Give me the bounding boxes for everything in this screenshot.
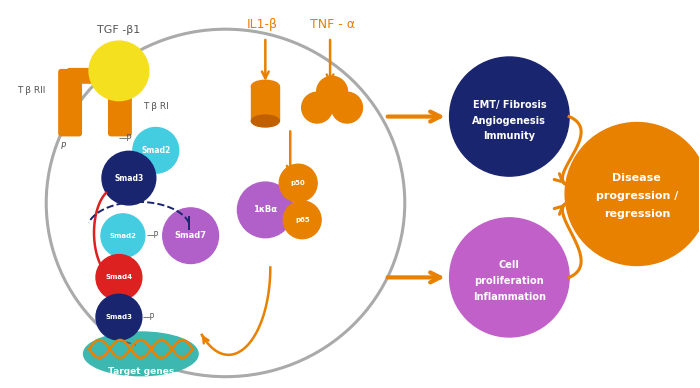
- Text: P: P: [61, 142, 66, 151]
- Text: T β RI: T β RI: [143, 102, 169, 111]
- Text: Target genes: Target genes: [108, 367, 174, 376]
- Text: Angiogenesis: Angiogenesis: [473, 116, 546, 126]
- Text: Smad3: Smad3: [106, 314, 132, 320]
- Text: Smad2: Smad2: [141, 146, 170, 155]
- Text: p50: p50: [290, 180, 306, 186]
- Text: proliferation: proliferation: [475, 276, 544, 286]
- Bar: [251, 86, 279, 121]
- FancyBboxPatch shape: [108, 69, 132, 137]
- Text: p65: p65: [295, 217, 309, 223]
- Text: TNF - α: TNF - α: [309, 18, 355, 31]
- Circle shape: [89, 41, 149, 100]
- Ellipse shape: [251, 80, 279, 92]
- Text: Smad2: Smad2: [109, 233, 136, 239]
- Circle shape: [96, 255, 142, 300]
- Text: 1κBα: 1κBα: [253, 205, 277, 215]
- Text: —P: —P: [143, 313, 155, 322]
- Circle shape: [101, 214, 145, 258]
- Text: Inflammation: Inflammation: [473, 292, 546, 302]
- Circle shape: [449, 57, 569, 176]
- Text: T β RII: T β RII: [17, 86, 46, 95]
- Circle shape: [302, 92, 332, 123]
- Text: Cell: Cell: [499, 260, 520, 270]
- Text: Immunity: Immunity: [484, 132, 536, 141]
- FancyBboxPatch shape: [58, 69, 82, 137]
- Text: —P: —P: [147, 231, 159, 240]
- Text: EMT/ Fibrosis: EMT/ Fibrosis: [473, 100, 546, 110]
- Text: —P: —P: [119, 134, 132, 143]
- Text: progression /: progression /: [596, 191, 678, 201]
- Circle shape: [102, 151, 156, 205]
- Text: regression: regression: [603, 209, 670, 219]
- Circle shape: [332, 92, 363, 123]
- Circle shape: [133, 128, 178, 173]
- Circle shape: [237, 182, 293, 238]
- Text: TGF -β1: TGF -β1: [97, 25, 141, 35]
- Circle shape: [284, 201, 321, 239]
- Text: Smad4: Smad4: [106, 274, 132, 281]
- Text: IL1-β: IL1-β: [247, 18, 278, 31]
- Ellipse shape: [251, 115, 279, 127]
- Circle shape: [565, 123, 700, 265]
- Text: Smad3: Smad3: [114, 173, 144, 183]
- Circle shape: [316, 76, 347, 107]
- Text: Smad7: Smad7: [174, 231, 206, 240]
- FancyBboxPatch shape: [67, 68, 123, 84]
- Circle shape: [449, 218, 569, 337]
- Circle shape: [96, 294, 142, 340]
- Text: Disease: Disease: [612, 173, 662, 183]
- Circle shape: [279, 164, 317, 202]
- Ellipse shape: [83, 332, 198, 376]
- Circle shape: [162, 208, 218, 263]
